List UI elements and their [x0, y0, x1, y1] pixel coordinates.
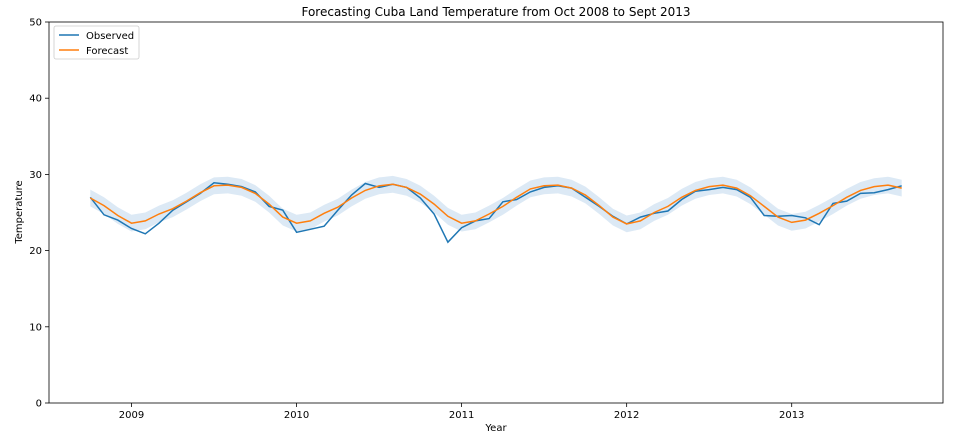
y-axis: 0 10 20 30 40 50	[29, 18, 49, 410]
x-tick-label: 2010	[284, 410, 309, 421]
x-tick-label: 2013	[779, 410, 804, 421]
series-layer	[89, 182, 902, 244]
x-tick-label: 2012	[614, 410, 639, 421]
y-tick-label: 40	[29, 94, 42, 105]
chart-title: Forecasting Cuba Land Temperature from O…	[301, 5, 690, 19]
series-line-forecast	[89, 183, 902, 225]
y-tick-label: 0	[36, 399, 42, 410]
y-tick-label: 50	[29, 18, 42, 29]
x-tick-label: 2011	[449, 410, 474, 421]
legend-label-forecast: Forecast	[86, 46, 128, 57]
x-tick-label: 2009	[119, 410, 144, 421]
legend: Observed Forecast	[53, 25, 140, 60]
y-tick-label: 20	[29, 246, 42, 257]
plot-frame	[48, 21, 944, 404]
x-axis-label: Year	[484, 423, 507, 434]
y-tick-label: 10	[29, 322, 42, 333]
y-axis-label: Temperature	[14, 180, 25, 244]
y-tick-label: 30	[29, 170, 42, 181]
legend-label-observed: Observed	[86, 31, 134, 42]
x-axis: 2009 2010 2011 2012 2013	[119, 403, 804, 421]
